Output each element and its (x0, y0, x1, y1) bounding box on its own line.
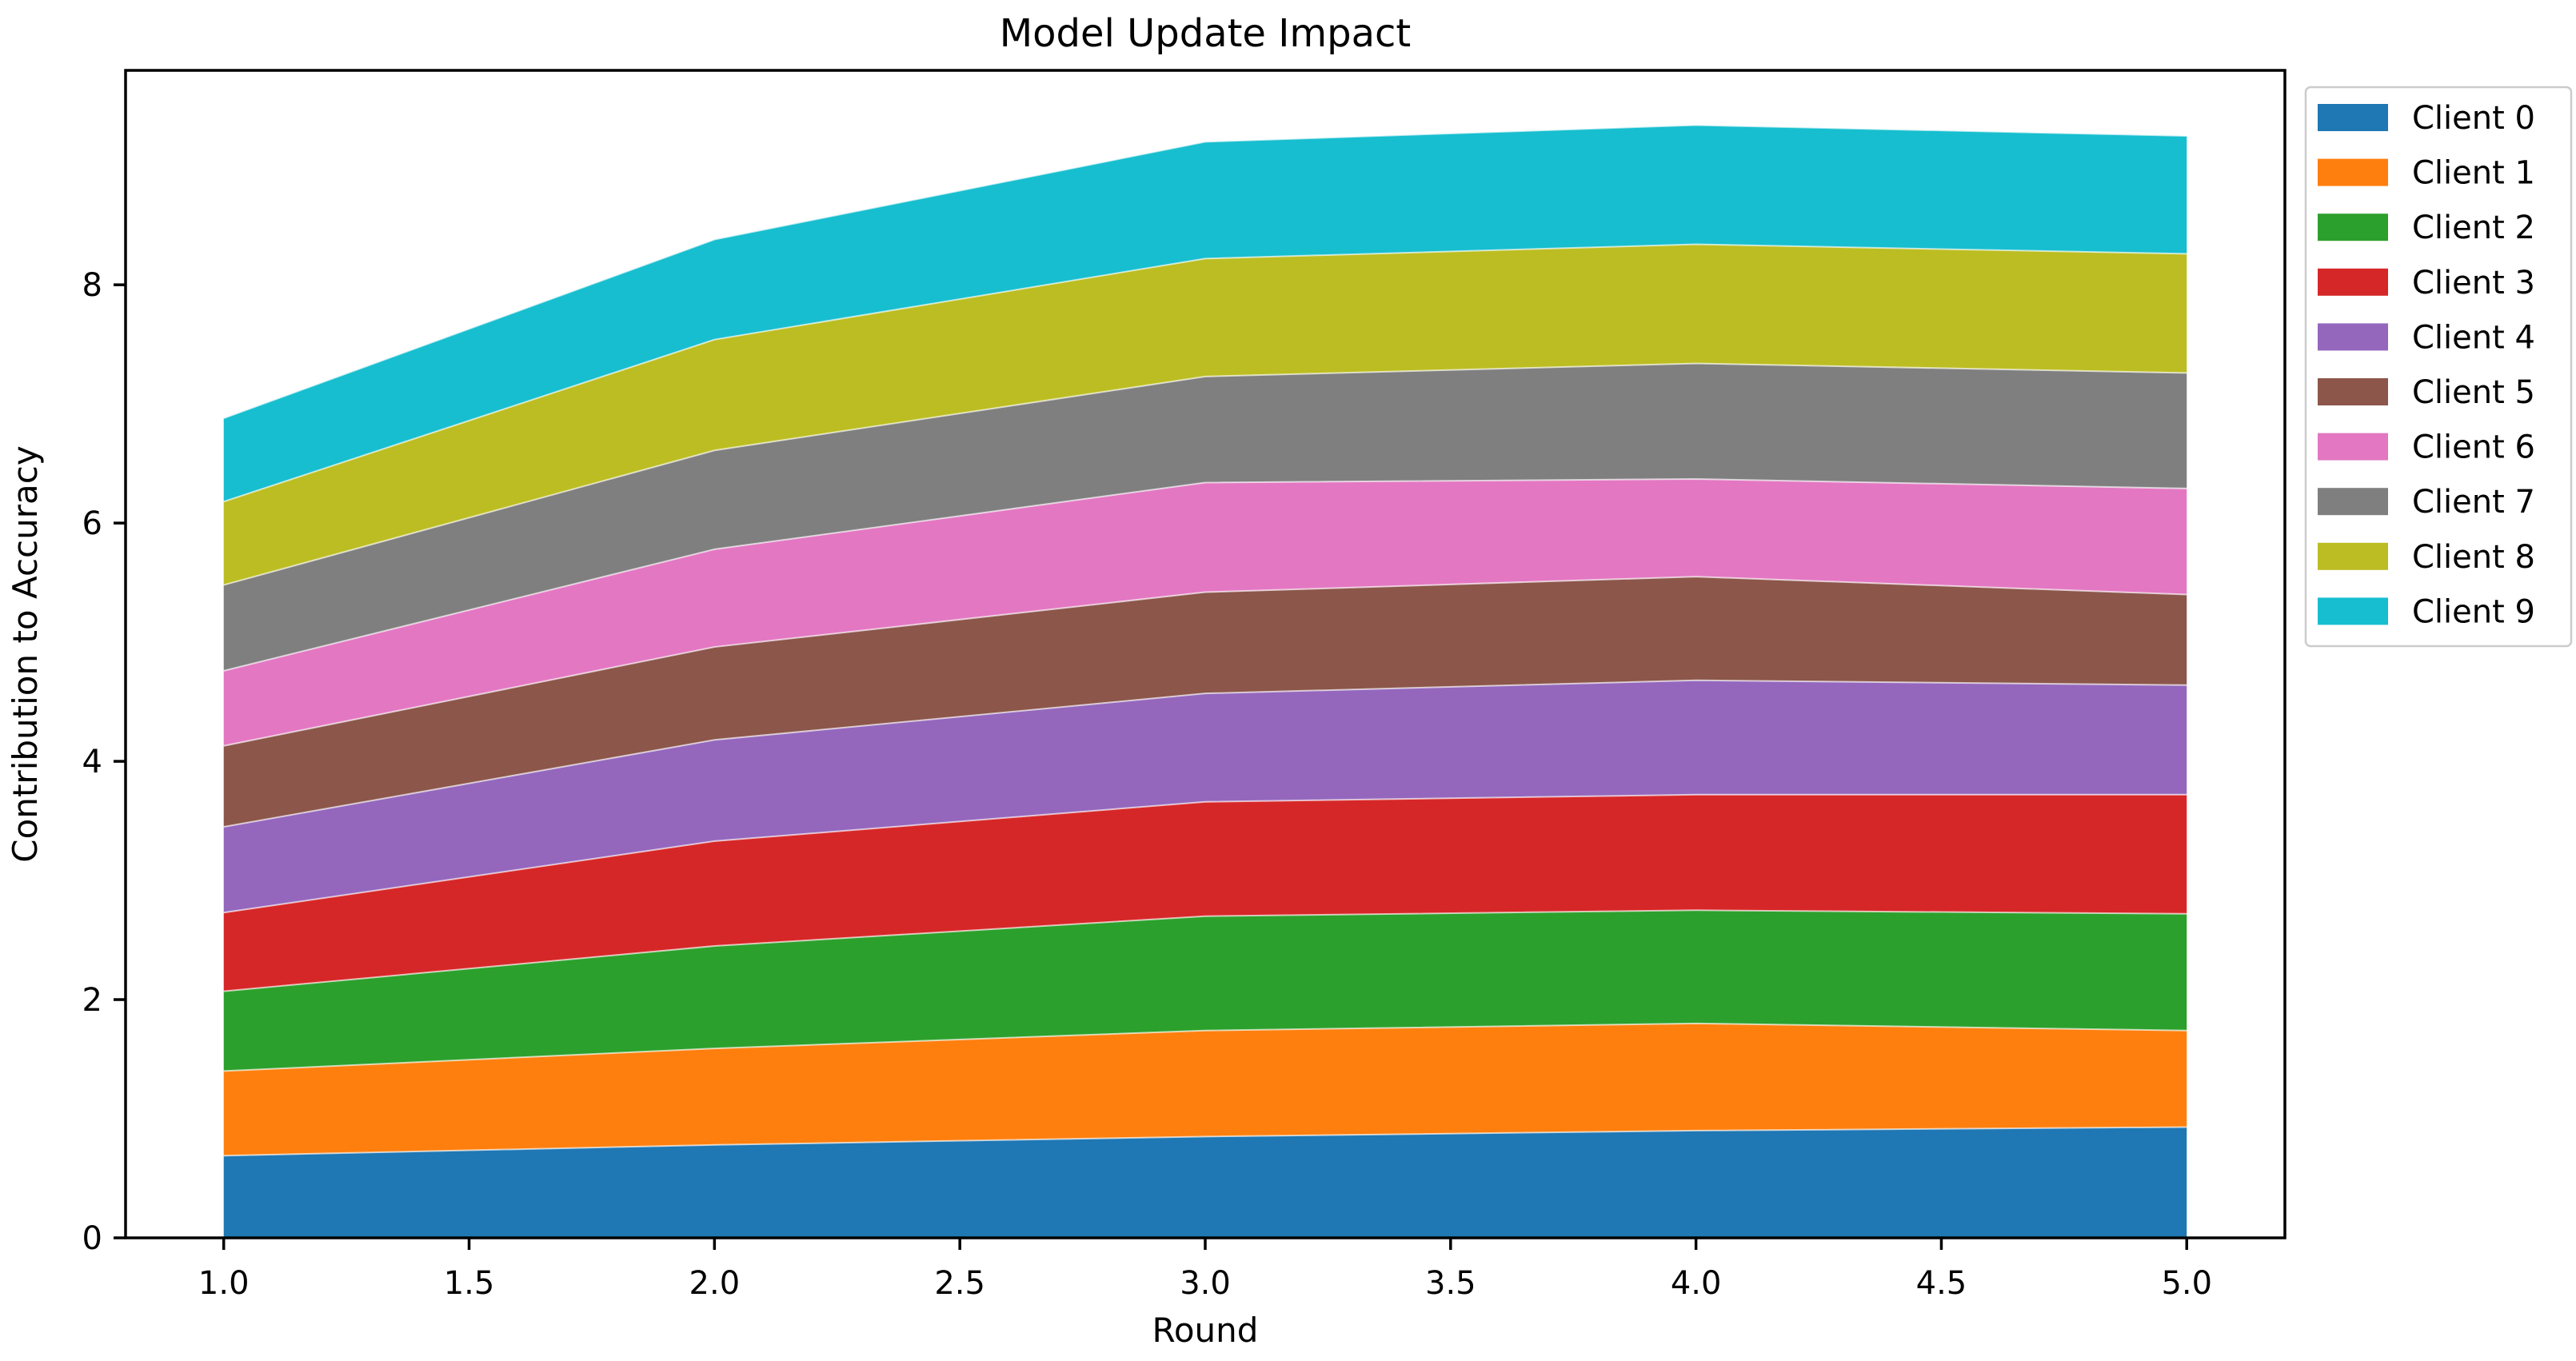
boundary-client-9 (223, 124, 2187, 419)
x-tick-label: 5.0 (2161, 1265, 2212, 1302)
boundary-client-6 (223, 477, 2187, 672)
legend-swatch-client-1 (2318, 158, 2388, 186)
boundary-client-7 (223, 362, 2187, 586)
y-tick-label: 0 (82, 1220, 102, 1257)
boundary-client-1 (223, 1022, 2187, 1072)
y-tick-label: 4 (82, 744, 102, 780)
area-client-7 (223, 363, 2187, 671)
x-axis-label: Round (1152, 1311, 1259, 1350)
y-tick-label: 6 (82, 505, 102, 542)
legend-label-client-4: Client 4 (2412, 319, 2535, 356)
legend-label-client-6: Client 6 (2412, 429, 2535, 466)
area-client-4 (223, 680, 2187, 913)
legend-swatch-client-3 (2318, 268, 2388, 296)
area-client-8 (223, 244, 2187, 585)
area-client-2 (223, 910, 2187, 1072)
area-client-6 (223, 479, 2187, 746)
x-tick-label: 2.0 (689, 1265, 741, 1302)
legend-swatch-client-6 (2318, 433, 2388, 461)
legend-label-client-7: Client 7 (2412, 484, 2535, 521)
area-client-3 (223, 794, 2187, 992)
area-client-5 (223, 577, 2187, 828)
x-tick-label: 1.5 (444, 1265, 495, 1302)
legend-label-client-0: Client 0 (2412, 100, 2535, 137)
y-tick-label: 8 (82, 267, 102, 304)
chart-title: Model Update Impact (1000, 11, 1411, 56)
boundary-client-0 (223, 1126, 2187, 1157)
area-series-group (223, 125, 2187, 1238)
legend-swatch-client-4 (2318, 323, 2388, 351)
area-client-9 (223, 125, 2187, 502)
boundary-client-2 (223, 909, 2187, 992)
legend: Client 0 Client 1 Client 2 Client 3 Client 4… (2304, 86, 2573, 648)
legend-swatch-client-8 (2318, 542, 2388, 570)
x-tick-label: 4.0 (1671, 1265, 1722, 1302)
legend-label-client-3: Client 3 (2412, 265, 2535, 301)
x-tick-label: 3.0 (1180, 1265, 1231, 1302)
area-client-0 (223, 1127, 2187, 1238)
legend-swatch-client-5 (2318, 378, 2388, 405)
x-axis-ticks: 1.0 1.5 2.0 2.5 3.0 3.5 4.0 4.5 5.0 (198, 1238, 2212, 1302)
legend-label-client-9: Client 9 (2412, 593, 2535, 630)
x-tick-label: 4.5 (1916, 1265, 1967, 1302)
legend-label-client-1: Client 1 (2412, 155, 2535, 192)
boundary-client-8 (223, 243, 2187, 503)
y-axis-label: Contribution to Accuracy (6, 445, 45, 862)
series-boundary-lines (223, 124, 2187, 1157)
legend-swatch-client-9 (2318, 597, 2388, 625)
legend-swatch-client-7 (2318, 488, 2388, 516)
legend-swatch-client-2 (2318, 214, 2388, 241)
y-axis-ticks: 0 2 4 6 8 (82, 267, 126, 1257)
legend-label-client-2: Client 2 (2412, 210, 2535, 246)
x-tick-label: 3.5 (1425, 1265, 1476, 1302)
boundary-client-4 (223, 679, 2187, 828)
x-tick-label: 1.0 (198, 1265, 250, 1302)
boundary-client-3 (223, 793, 2187, 914)
legend-label-client-8: Client 8 (2412, 539, 2535, 576)
boundary-client-5 (223, 576, 2187, 747)
area-client-1 (223, 1023, 2187, 1156)
x-tick-label: 2.5 (934, 1265, 985, 1302)
legend-label-client-5: Client 5 (2412, 374, 2535, 411)
y-tick-label: 2 (82, 982, 102, 1019)
legend-swatch-client-0 (2318, 104, 2388, 131)
